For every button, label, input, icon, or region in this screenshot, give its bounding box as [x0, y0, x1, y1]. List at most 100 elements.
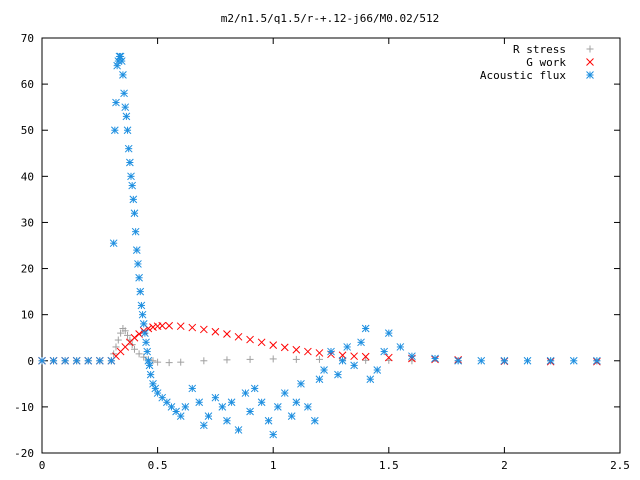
y-axis-ticks: -20 -10 0 10 20 30 40 50 60 70 — [14, 32, 620, 460]
data-point — [165, 359, 173, 367]
x-tick-label: 1.5 — [379, 459, 399, 472]
data-point — [61, 356, 69, 365]
data-point — [114, 336, 122, 344]
data-point — [95, 356, 104, 365]
data-point — [304, 347, 312, 356]
y-tick-label: 20 — [21, 263, 34, 276]
data-point — [124, 144, 133, 153]
data-point — [269, 341, 278, 349]
data-point — [431, 354, 439, 363]
data-point — [523, 356, 532, 365]
data-point — [327, 347, 335, 356]
data-point — [292, 355, 300, 363]
data-point — [121, 327, 129, 335]
data-point — [112, 98, 120, 107]
data-point — [569, 356, 578, 365]
data-point — [135, 273, 143, 282]
data-point — [167, 403, 176, 411]
data-point — [128, 181, 137, 190]
legend-marker — [586, 71, 594, 79]
data-point — [292, 398, 301, 407]
data-point — [200, 357, 208, 365]
data-point — [139, 320, 148, 328]
y-tick-label: 50 — [21, 124, 34, 137]
data-point — [361, 324, 370, 333]
data-point — [338, 356, 347, 365]
data-point — [124, 331, 132, 339]
data-point — [500, 356, 509, 365]
data-point — [146, 370, 155, 379]
data-point — [120, 89, 128, 98]
data-point — [204, 412, 213, 420]
legend-marker — [586, 58, 594, 66]
data-point — [110, 126, 119, 135]
data-point — [280, 389, 289, 397]
series-acoustic-flux — [38, 52, 601, 439]
data-point — [269, 355, 277, 363]
data-point — [188, 323, 197, 332]
data-point — [126, 158, 134, 167]
data-point — [107, 356, 116, 365]
data-point — [269, 430, 278, 439]
y-tick-label: 30 — [21, 216, 34, 229]
data-point — [117, 57, 126, 65]
data-point — [130, 333, 139, 342]
data-point — [373, 366, 382, 374]
data-point — [366, 375, 375, 384]
y-tick-label: 0 — [27, 355, 34, 368]
x-tick-label: 2 — [501, 459, 508, 472]
data-point — [350, 361, 358, 370]
y-tick-label: 10 — [21, 309, 34, 322]
data-point — [84, 356, 93, 365]
data-point — [315, 355, 323, 363]
data-point — [338, 351, 347, 360]
data-point — [154, 358, 162, 366]
data-point — [593, 356, 601, 365]
data-point — [227, 398, 236, 407]
data-point — [188, 384, 197, 393]
data-point — [49, 356, 58, 365]
data-point — [408, 352, 416, 361]
data-point — [350, 352, 358, 361]
data-point — [181, 403, 190, 411]
data-point — [287, 412, 296, 420]
plot-frame — [41, 37, 621, 454]
data-point — [134, 260, 142, 268]
plot-border — [41, 37, 621, 454]
x-tick-label: 1 — [270, 459, 277, 472]
series-r-stress — [38, 325, 601, 367]
data-point — [304, 403, 312, 411]
data-point — [177, 358, 185, 366]
legend-label: G work — [526, 56, 566, 69]
data-point — [195, 398, 204, 407]
data-point — [234, 332, 243, 341]
x-tick-label: 2.5 — [610, 459, 630, 472]
x-tick-label: 0 — [39, 459, 46, 472]
data-point — [165, 321, 174, 330]
y-tick-label: 60 — [21, 78, 34, 91]
data-point — [320, 366, 328, 374]
data-point — [234, 426, 243, 434]
data-point — [246, 355, 254, 363]
data-point — [123, 126, 132, 135]
data-point — [127, 172, 135, 181]
data-point — [246, 407, 254, 416]
chart-title: m2/n1.5/q1.5/r-+.12-j66/M0.02/512 — [221, 12, 440, 25]
data-point — [211, 393, 220, 402]
legend-marker — [586, 45, 594, 53]
data-point — [144, 356, 153, 365]
y-tick-label: -10 — [14, 401, 34, 414]
data-point — [310, 416, 319, 425]
data-point — [136, 287, 145, 296]
data-point — [361, 352, 370, 361]
data-point — [121, 103, 130, 112]
y-tick-label: 70 — [21, 32, 34, 45]
data-point — [142, 338, 150, 347]
legend-label: Acoustic flux — [480, 69, 566, 82]
data-point — [109, 239, 118, 248]
data-point — [257, 338, 266, 347]
data-point — [273, 403, 282, 411]
data-point — [477, 356, 486, 365]
data-point — [380, 347, 389, 356]
data-point — [257, 398, 266, 407]
